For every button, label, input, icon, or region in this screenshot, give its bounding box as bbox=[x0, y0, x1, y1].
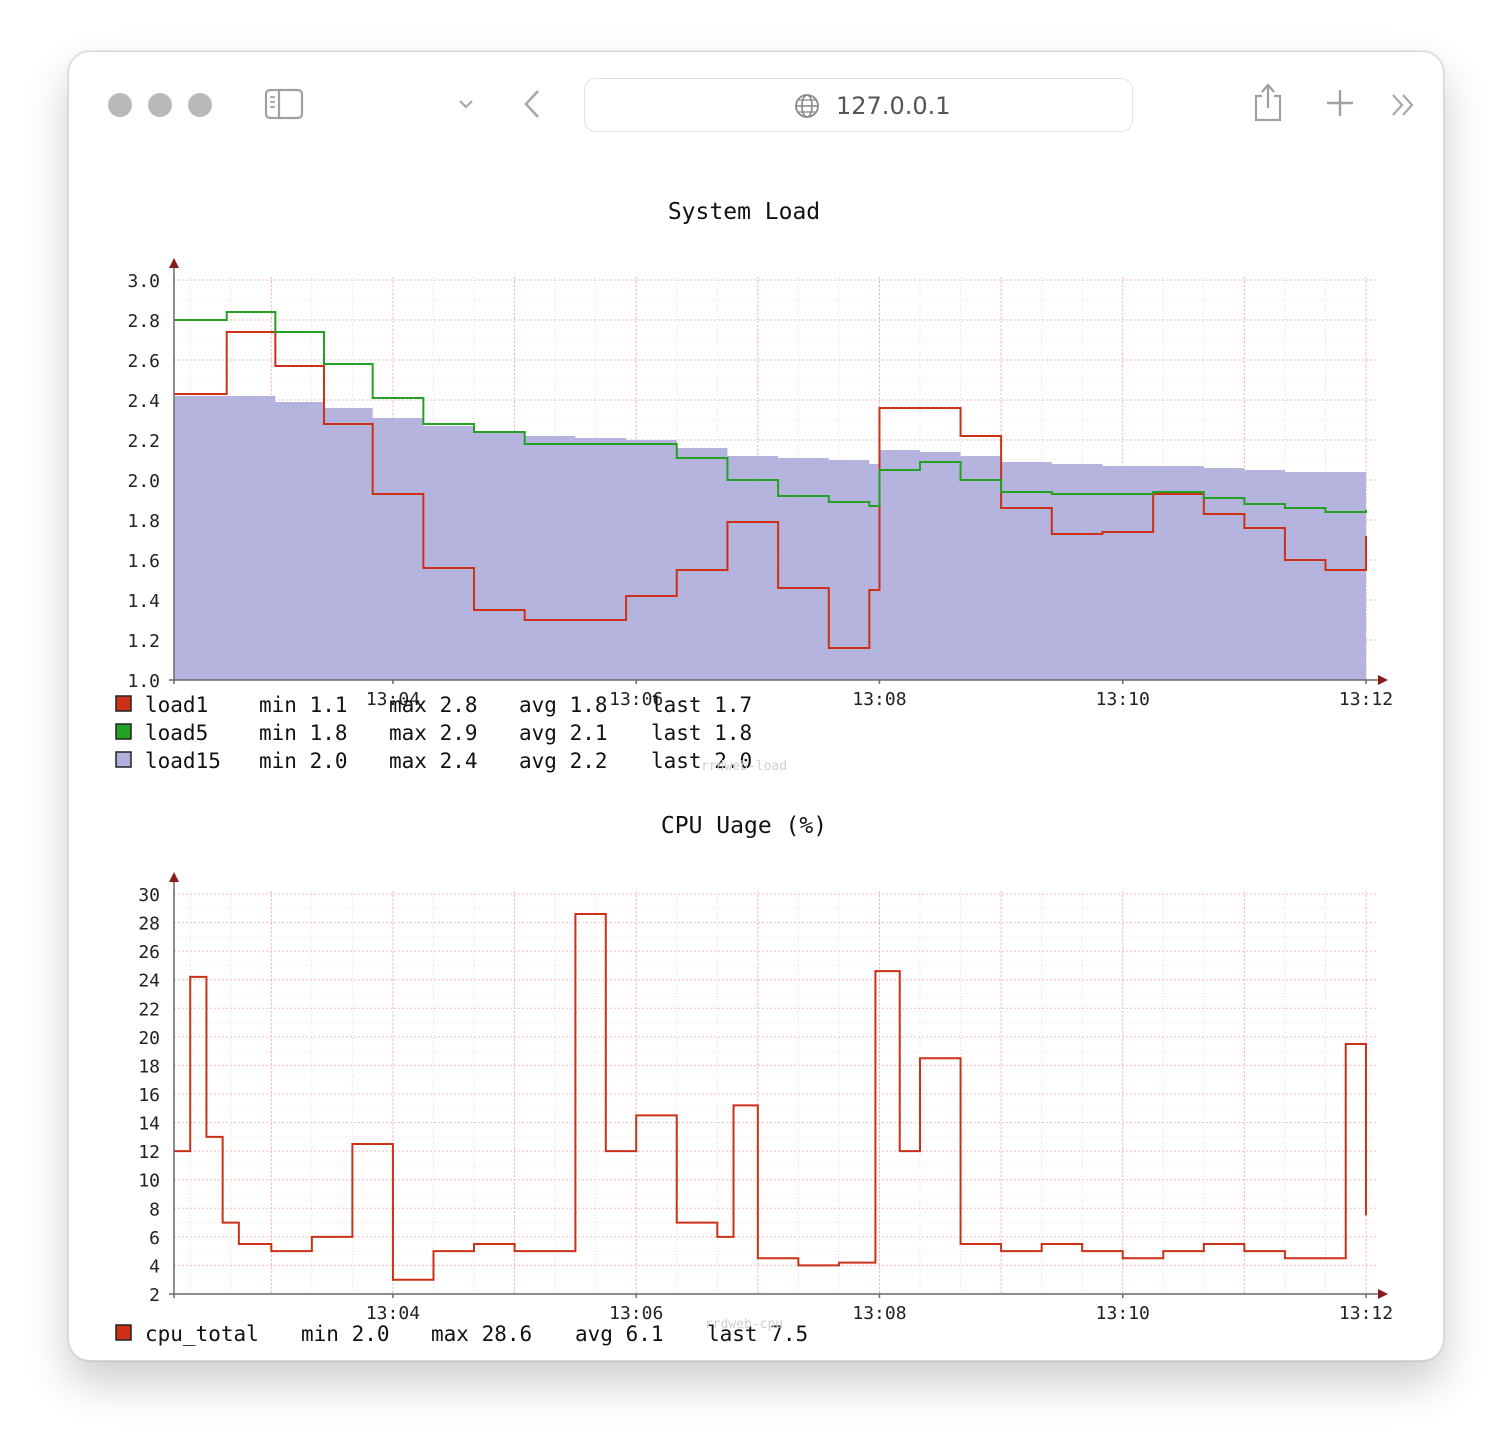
x-tick-label: 13:04 bbox=[366, 689, 420, 710]
legend-swatch bbox=[115, 723, 132, 740]
legend-min: min 2.0 bbox=[259, 749, 348, 773]
y-tick-label: 22 bbox=[138, 999, 160, 1020]
x-tick-label: 13:08 bbox=[852, 1303, 906, 1324]
y-tick-label: 1.2 bbox=[127, 631, 160, 652]
y-tick-label: 1.8 bbox=[127, 511, 160, 532]
series-line-cpu_total bbox=[174, 913, 1367, 1281]
x-tick-label: 13:10 bbox=[1096, 689, 1150, 710]
cpu-legend: cpu_total min 2.0 max 28.6 avg 6.1 last 7.5 bbox=[115, 1322, 808, 1346]
load-axes: 13:04 13:06 13:08 13:10 13:12 bbox=[169, 258, 1393, 710]
y-tick-label: 8 bbox=[149, 1199, 160, 1220]
legend-last: last 7.5 bbox=[707, 1322, 808, 1346]
y-tick-label: 26 bbox=[138, 942, 160, 963]
legend-avg: avg 2.2 bbox=[519, 749, 608, 773]
legend-max: max 2.9 bbox=[389, 721, 478, 745]
zoom-dot[interactable] bbox=[188, 93, 212, 117]
share-icon[interactable] bbox=[1252, 82, 1284, 124]
y-tick-label: 2.2 bbox=[127, 431, 160, 452]
y-tick-label: 14 bbox=[138, 1114, 160, 1135]
legend-swatch bbox=[115, 751, 132, 768]
y-tick-label: 16 bbox=[138, 1085, 160, 1106]
legend-avg: avg 1.8 bbox=[519, 693, 608, 717]
y-tick-label: 1.0 bbox=[127, 671, 160, 692]
legend-min: min 1.1 bbox=[259, 693, 348, 717]
x-tick-label: 13:12 bbox=[1339, 1303, 1393, 1324]
legend-avg: avg 6.1 bbox=[575, 1322, 664, 1346]
y-tick-label: 12 bbox=[138, 1142, 160, 1163]
y-tick-label: 3.0 bbox=[127, 271, 160, 292]
close-dot[interactable] bbox=[108, 93, 132, 117]
y-axis-arrow bbox=[169, 872, 179, 882]
x-tick-label: 13:10 bbox=[1096, 1303, 1150, 1324]
y-tick-label: 18 bbox=[138, 1056, 160, 1077]
legend-name: load15 bbox=[145, 749, 221, 773]
address-text: 127.0.0.1 bbox=[836, 92, 951, 120]
load-chart-svg: System Load 1.0 1.2 1.4 1.6 1.8 2.0 2.2 2.4 2.6 2… bbox=[115, 199, 1393, 774]
legend-name: load1 bbox=[145, 693, 208, 717]
y-tick-label: 10 bbox=[138, 1171, 160, 1192]
y-tick-label: 2.6 bbox=[127, 351, 160, 372]
legend-last: last 1.8 bbox=[651, 721, 752, 745]
x-tick-label: 13:08 bbox=[852, 689, 906, 710]
cpu-chart-svg: CPU Uage (%) 24681012141618202224262830 … bbox=[115, 813, 1393, 1346]
cpu-axes: 13:04 13:06 13:08 13:10 13:12 bbox=[169, 872, 1393, 1324]
y-tick-label: 20 bbox=[138, 1028, 160, 1049]
legend-max: max 2.4 bbox=[389, 749, 478, 773]
y-tick-label: 1.4 bbox=[127, 591, 160, 612]
address-bar[interactable]: 127.0.0.1 bbox=[584, 78, 1133, 132]
cpu-lines-layer bbox=[173, 913, 1367, 1281]
legend-name: cpu_total bbox=[145, 1322, 259, 1346]
x-tick-label: 13:06 bbox=[609, 689, 663, 710]
y-tick-label: 2.4 bbox=[127, 391, 160, 412]
legend-last: last 1.7 bbox=[651, 693, 752, 717]
y-tick-label: 2.0 bbox=[127, 471, 160, 492]
load-lines-layer bbox=[173, 311, 1367, 649]
legend-min: min 2.0 bbox=[301, 1322, 390, 1346]
y-tick-label: 1.6 bbox=[127, 551, 160, 572]
plus-icon[interactable] bbox=[1325, 88, 1355, 118]
chart-title: System Load bbox=[668, 199, 820, 225]
y-axis-arrow bbox=[169, 258, 179, 268]
y-tick-label: 2.8 bbox=[127, 311, 160, 332]
y-tick-label: 6 bbox=[149, 1228, 160, 1249]
x-axis-arrow bbox=[1378, 1289, 1388, 1299]
y-tick-label: 30 bbox=[138, 885, 160, 906]
browser-toolbar: 127.0.0.1 bbox=[69, 52, 1443, 156]
sidebar-icon[interactable] bbox=[264, 88, 304, 120]
x-tick-label: 13:06 bbox=[609, 1303, 663, 1324]
y-tick-label: 2 bbox=[149, 1285, 160, 1306]
load-legend: load1 min 1.1 max 2.8 avg 1.8 last 1.7 load5 m… bbox=[115, 693, 752, 773]
legend-last: last 2.0 bbox=[651, 749, 752, 773]
back-icon[interactable] bbox=[521, 88, 543, 120]
legend-max: max 28.6 bbox=[431, 1322, 532, 1346]
browser-window: 127.0.0.1 System Load 1.0 1.2 1.4 1.6 1.8 2.0… bbox=[68, 51, 1444, 1361]
x-tick-label: 13:12 bbox=[1339, 689, 1393, 710]
chevron-down-icon[interactable] bbox=[457, 97, 475, 111]
chart-title: CPU Uage (%) bbox=[661, 813, 827, 839]
y-tick-label: 28 bbox=[138, 914, 160, 935]
load-area-layer bbox=[174, 396, 1366, 680]
chevron-double-right-icon[interactable] bbox=[1389, 92, 1419, 118]
series-area-load15 bbox=[174, 396, 1366, 680]
legend-min: min 1.8 bbox=[259, 721, 348, 745]
cpu-graph: CPU Uage (%) 2 4 6 8 10 12 14 16 18 20 22 24 26 28 30 … bbox=[99, 796, 1413, 1351]
load-graph: System Load 1.0 1.2 1.4 1.6 1.8 2.0 2.2 2.4 2.6 2… bbox=[99, 182, 1413, 787]
legend-name: load5 bbox=[145, 721, 208, 745]
y-tick-label: 24 bbox=[138, 971, 160, 992]
chart-watermark: rrdweb-load bbox=[701, 759, 787, 774]
legend-avg: avg 2.1 bbox=[519, 721, 608, 745]
y-tick-label: 4 bbox=[149, 1256, 160, 1277]
x-axis-arrow bbox=[1378, 675, 1388, 685]
minimize-dot[interactable] bbox=[148, 93, 172, 117]
legend-swatch bbox=[115, 695, 132, 712]
legend-max: max 2.8 bbox=[389, 693, 478, 717]
x-tick-label: 13:04 bbox=[366, 1303, 420, 1324]
legend-swatch bbox=[115, 1324, 132, 1341]
series-line-load5 bbox=[174, 311, 1367, 513]
globe-icon bbox=[795, 94, 819, 118]
chart-watermark: rrdweb-cpu bbox=[705, 1317, 783, 1332]
